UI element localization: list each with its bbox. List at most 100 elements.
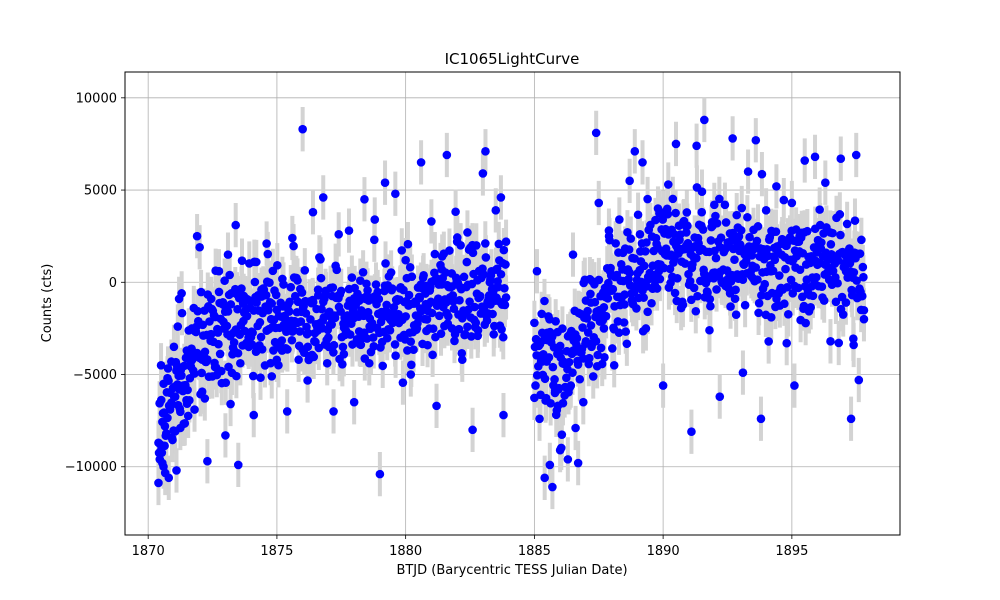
data-point bbox=[838, 310, 848, 319]
data-point bbox=[770, 255, 780, 265]
data-point bbox=[183, 385, 192, 395]
data-point bbox=[643, 307, 652, 317]
data-point bbox=[658, 381, 668, 390]
data-point bbox=[316, 255, 325, 264]
data-point bbox=[588, 372, 598, 381]
data-point bbox=[198, 320, 208, 330]
data-point bbox=[849, 334, 858, 343]
data-point bbox=[257, 344, 267, 354]
data-point bbox=[757, 169, 767, 179]
data-point bbox=[726, 277, 736, 286]
data-point bbox=[599, 324, 609, 333]
data-point bbox=[471, 318, 481, 328]
data-point bbox=[600, 352, 609, 362]
data-point bbox=[817, 238, 826, 247]
data-point bbox=[730, 294, 740, 304]
data-point bbox=[499, 410, 508, 420]
data-point bbox=[736, 225, 746, 235]
data-point bbox=[836, 154, 846, 163]
data-point bbox=[391, 189, 400, 199]
data-point bbox=[226, 300, 236, 309]
data-point bbox=[607, 344, 617, 353]
data-point bbox=[661, 244, 671, 254]
data-point bbox=[835, 210, 845, 219]
data-point bbox=[329, 340, 339, 350]
data-point bbox=[398, 378, 408, 387]
data-point bbox=[787, 198, 797, 208]
data-point bbox=[591, 128, 601, 138]
data-point bbox=[298, 124, 307, 134]
data-point bbox=[267, 372, 277, 381]
data-point bbox=[754, 298, 764, 308]
data-point bbox=[193, 306, 203, 316]
data-point bbox=[854, 375, 864, 385]
data-point bbox=[692, 141, 701, 151]
data-point bbox=[222, 321, 232, 331]
data-point bbox=[177, 289, 186, 298]
data-point bbox=[540, 374, 550, 384]
data-point bbox=[859, 272, 868, 282]
data-point bbox=[663, 209, 673, 219]
x-tick-label: 1890 bbox=[647, 544, 680, 559]
data-point bbox=[572, 333, 582, 343]
data-point bbox=[465, 297, 474, 306]
data-point bbox=[663, 180, 673, 189]
data-point bbox=[566, 381, 576, 390]
data-point bbox=[233, 348, 243, 358]
data-point bbox=[479, 270, 488, 279]
data-point bbox=[706, 236, 716, 245]
data-point bbox=[391, 351, 400, 361]
data-point bbox=[363, 286, 372, 295]
data-point bbox=[177, 308, 187, 318]
data-point bbox=[286, 282, 296, 292]
data-point bbox=[336, 307, 345, 316]
y-tick-label: −10000 bbox=[65, 460, 117, 475]
data-point bbox=[614, 328, 624, 338]
data-point bbox=[426, 297, 436, 307]
data-point bbox=[452, 233, 462, 242]
data-point bbox=[608, 284, 618, 294]
data-point bbox=[775, 271, 784, 280]
data-point bbox=[449, 304, 459, 314]
data-point bbox=[223, 250, 233, 259]
data-point bbox=[573, 360, 583, 369]
data-point bbox=[611, 239, 620, 248]
data-point bbox=[689, 283, 699, 293]
data-point bbox=[655, 274, 665, 284]
data-point bbox=[609, 360, 619, 370]
data-point bbox=[233, 304, 242, 314]
data-point bbox=[284, 307, 294, 316]
data-point bbox=[221, 431, 230, 440]
data-point bbox=[715, 194, 724, 204]
data-point bbox=[550, 375, 559, 384]
data-point bbox=[728, 134, 737, 143]
data-point bbox=[237, 256, 247, 265]
data-point bbox=[406, 337, 416, 346]
data-point bbox=[470, 302, 479, 312]
data-point bbox=[403, 239, 413, 249]
data-point bbox=[206, 329, 216, 339]
data-point bbox=[639, 293, 648, 302]
data-point bbox=[715, 392, 725, 401]
data-point bbox=[669, 229, 679, 239]
data-point bbox=[252, 298, 261, 307]
data-point bbox=[277, 336, 287, 345]
data-point bbox=[200, 347, 210, 357]
data-point bbox=[192, 231, 202, 241]
data-point bbox=[760, 279, 770, 289]
data-point bbox=[473, 325, 483, 335]
data-point bbox=[308, 207, 318, 217]
data-point bbox=[368, 333, 378, 342]
data-point bbox=[732, 210, 742, 220]
data-point bbox=[256, 332, 266, 342]
data-point bbox=[590, 297, 600, 307]
data-point bbox=[497, 325, 506, 334]
data-point bbox=[643, 194, 652, 204]
data-point bbox=[293, 276, 302, 285]
data-point bbox=[558, 324, 567, 333]
data-point bbox=[619, 318, 629, 327]
data-point bbox=[697, 187, 707, 196]
data-point bbox=[568, 368, 577, 377]
data-point bbox=[564, 357, 574, 367]
data-point bbox=[578, 354, 588, 363]
